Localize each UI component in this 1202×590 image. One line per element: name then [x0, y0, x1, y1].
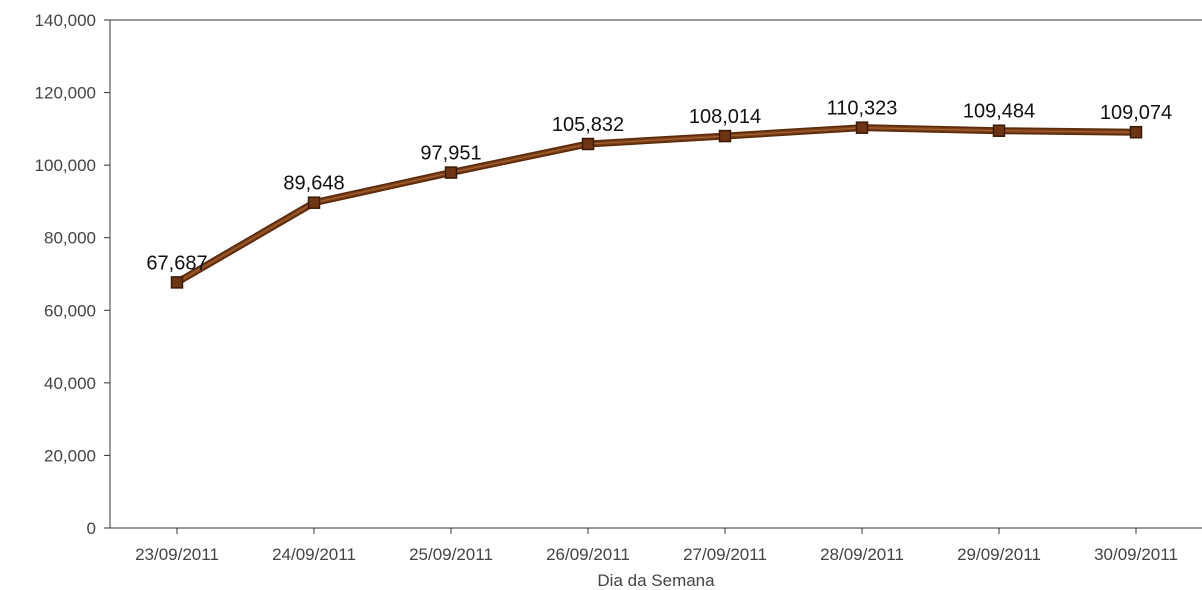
data-value-label: 109,484	[963, 101, 1035, 123]
data-value-label: 67,687	[146, 252, 207, 274]
x-axis-ticks: 23/09/2011 24/09/2011 25/09/2011 26/09/2011…	[135, 528, 1178, 564]
x-tick-label: 23/09/2011	[135, 545, 219, 564]
y-tick-label: 0	[87, 519, 96, 538]
data-value-label: 109,074	[1100, 102, 1172, 124]
data-value-label: 108,014	[689, 106, 761, 128]
x-axis-title: Dia da Semana	[597, 571, 715, 590]
series: 67,687 89,648 97,951 105,832 108,014 110,323 1…	[146, 98, 1172, 289]
y-tick-label: 120,000	[35, 84, 96, 103]
y-tick-label: 140,000	[35, 11, 96, 30]
data-value-label: 105,832	[552, 114, 624, 136]
data-point-marker	[1129, 125, 1143, 139]
data-point-marker	[718, 129, 732, 143]
x-tick-label: 26/09/2011	[546, 545, 630, 564]
y-tick-label: 20,000	[44, 446, 96, 465]
series-line-shadow	[173, 124, 1140, 286]
data-value-label: 97,951	[420, 143, 481, 165]
data-point-marker	[992, 124, 1006, 137]
series-line-highlight	[176, 127, 1137, 283]
x-tick-label: 25/09/2011	[409, 545, 493, 564]
data-value-label: 89,648	[283, 173, 344, 195]
data-value-label: 110,323	[827, 98, 898, 120]
y-axis-ticks: 0 20,000 40,000 60,000 80,000 100,000 120,000 1…	[35, 11, 110, 538]
x-tick-label: 24/09/2011	[272, 545, 356, 564]
x-tick-label: 28/09/2011	[820, 545, 904, 564]
data-point-marker	[307, 196, 321, 209]
y-tick-label: 80,000	[44, 229, 96, 248]
series-line	[175, 125, 1138, 285]
data-point-marker	[855, 121, 869, 134]
x-tick-label: 27/09/2011	[683, 545, 767, 564]
y-tick-label: 60,000	[44, 301, 96, 320]
y-tick-label: 100,000	[35, 156, 96, 175]
x-tick-label: 29/09/2011	[957, 545, 1041, 564]
data-point-marker	[444, 166, 458, 179]
data-point-marker	[581, 137, 595, 151]
x-tick-label: 30/09/2011	[1094, 545, 1178, 564]
data-point-marker	[170, 276, 184, 289]
y-tick-label: 40,000	[44, 374, 96, 393]
